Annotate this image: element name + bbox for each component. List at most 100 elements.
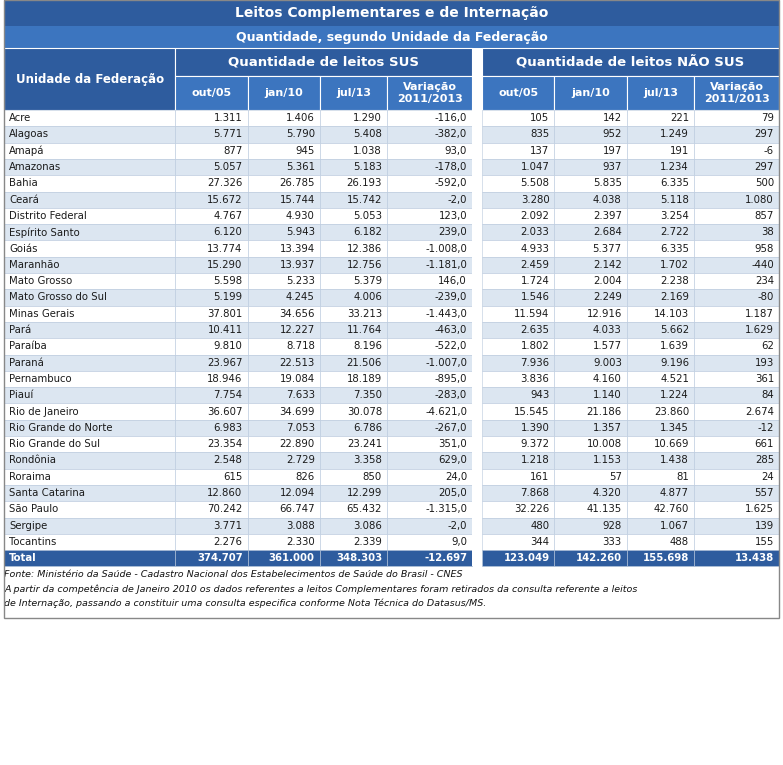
- Text: 1.047: 1.047: [521, 162, 550, 172]
- Text: 12.299: 12.299: [347, 488, 382, 498]
- Text: -80: -80: [758, 292, 774, 302]
- Bar: [4, 485, 175, 501]
- Text: 629,0: 629,0: [438, 455, 467, 465]
- Text: 7.936: 7.936: [521, 358, 550, 368]
- Text: 8.718: 8.718: [286, 341, 315, 351]
- Bar: [247, 452, 319, 469]
- Bar: [319, 469, 387, 485]
- Bar: [247, 208, 319, 224]
- Bar: [387, 191, 472, 208]
- Text: 937: 937: [602, 162, 622, 172]
- Bar: [247, 126, 319, 142]
- Bar: [472, 501, 482, 517]
- Bar: [4, 501, 175, 517]
- Text: 7.868: 7.868: [521, 488, 550, 498]
- Text: Rio de Janeiro: Rio de Janeiro: [9, 406, 78, 417]
- Bar: [319, 240, 387, 257]
- Bar: [387, 436, 472, 452]
- Bar: [175, 48, 472, 76]
- Text: 13.438: 13.438: [734, 553, 774, 563]
- Bar: [319, 224, 387, 240]
- Text: 1.153: 1.153: [593, 455, 622, 465]
- Bar: [247, 387, 319, 403]
- Text: 2.142: 2.142: [593, 260, 622, 270]
- Bar: [554, 338, 626, 354]
- Text: 24: 24: [761, 472, 774, 482]
- Bar: [554, 142, 626, 159]
- Bar: [247, 257, 319, 273]
- Text: jul/13: jul/13: [643, 88, 678, 98]
- Bar: [482, 420, 554, 436]
- Bar: [4, 452, 175, 469]
- Text: 22.513: 22.513: [280, 358, 315, 368]
- Bar: [694, 240, 779, 257]
- Bar: [319, 387, 387, 403]
- Text: 26.785: 26.785: [280, 178, 315, 188]
- Bar: [694, 403, 779, 420]
- Bar: [626, 517, 694, 534]
- Bar: [4, 420, 175, 436]
- Bar: [626, 338, 694, 354]
- Text: Unidade da Federação: Unidade da Federação: [16, 73, 164, 86]
- Text: -1.007,0: -1.007,0: [425, 358, 467, 368]
- Bar: [626, 110, 694, 126]
- Bar: [247, 436, 319, 452]
- Bar: [694, 159, 779, 175]
- Bar: [554, 403, 626, 420]
- Text: 23.967: 23.967: [207, 358, 243, 368]
- Bar: [626, 76, 694, 110]
- Bar: [387, 517, 472, 534]
- Text: 2.238: 2.238: [660, 276, 689, 286]
- Text: Quantidade de leitos NÃO SUS: Quantidade de leitos NÃO SUS: [517, 55, 745, 69]
- Bar: [175, 387, 247, 403]
- Bar: [175, 289, 247, 305]
- Bar: [4, 338, 175, 354]
- Bar: [472, 240, 482, 257]
- Bar: [4, 26, 779, 48]
- Bar: [694, 517, 779, 534]
- Text: 142.260: 142.260: [576, 553, 622, 563]
- Text: 374.707: 374.707: [197, 553, 243, 563]
- Text: 15.672: 15.672: [207, 194, 243, 205]
- Bar: [694, 257, 779, 273]
- Text: 105: 105: [530, 113, 550, 123]
- Text: 27.326: 27.326: [207, 178, 243, 188]
- Bar: [694, 338, 779, 354]
- Text: 5.835: 5.835: [593, 178, 622, 188]
- Bar: [482, 371, 554, 387]
- Text: 12.094: 12.094: [280, 488, 315, 498]
- Text: 945: 945: [295, 146, 315, 156]
- Bar: [472, 517, 482, 534]
- Bar: [626, 420, 694, 436]
- Text: Fonte: Ministério da Saúde - Cadastro Nacional dos Estabelecimentos de Saúde do : Fonte: Ministério da Saúde - Cadastro Na…: [4, 571, 463, 579]
- Bar: [472, 469, 482, 485]
- Text: 18.189: 18.189: [347, 374, 382, 384]
- Bar: [626, 354, 694, 371]
- Bar: [554, 517, 626, 534]
- Bar: [175, 142, 247, 159]
- Text: Ceará: Ceará: [9, 194, 39, 205]
- Text: 557: 557: [755, 488, 774, 498]
- Text: 2.004: 2.004: [593, 276, 622, 286]
- Bar: [482, 224, 554, 240]
- Text: 2.684: 2.684: [593, 227, 622, 237]
- Text: 1.577: 1.577: [593, 341, 622, 351]
- Text: 3.086: 3.086: [353, 521, 382, 531]
- Bar: [482, 142, 554, 159]
- Text: 23.860: 23.860: [654, 406, 689, 417]
- Text: 1.311: 1.311: [214, 113, 243, 123]
- Bar: [319, 305, 387, 322]
- Text: 239,0: 239,0: [438, 227, 467, 237]
- Text: 42.760: 42.760: [654, 504, 689, 514]
- Text: 155: 155: [755, 537, 774, 547]
- Bar: [319, 191, 387, 208]
- Text: 1.080: 1.080: [745, 194, 774, 205]
- Bar: [626, 387, 694, 403]
- Bar: [626, 371, 694, 387]
- Text: out/05: out/05: [498, 88, 539, 98]
- Text: 193: 193: [755, 358, 774, 368]
- Bar: [626, 501, 694, 517]
- Bar: [626, 175, 694, 191]
- Bar: [319, 76, 387, 110]
- Bar: [175, 159, 247, 175]
